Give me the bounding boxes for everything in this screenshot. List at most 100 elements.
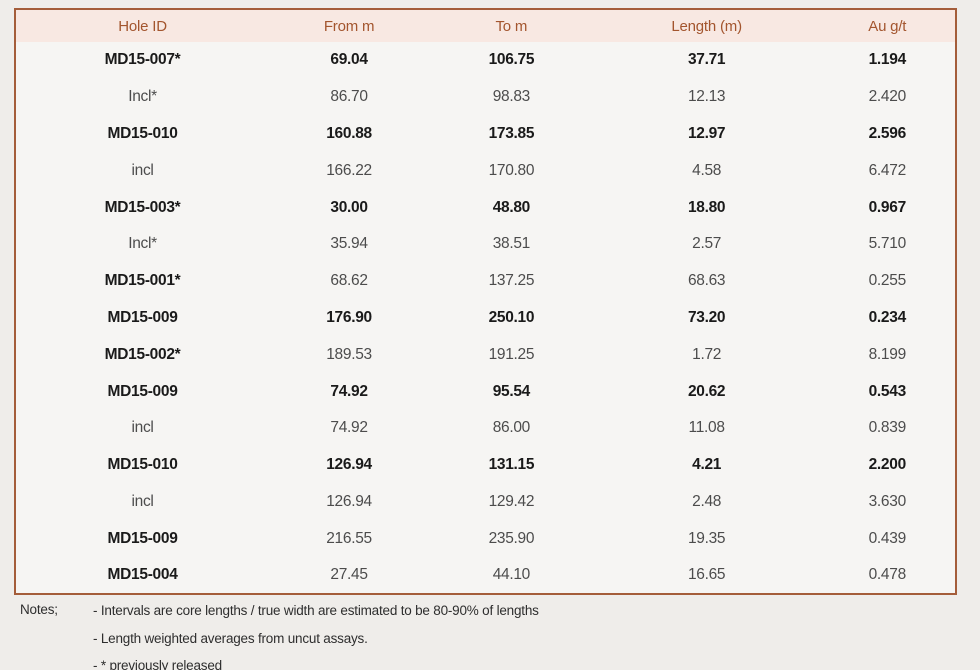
cell-from-m: 166.22 <box>326 161 372 179</box>
cell-hole-id: Incl* <box>128 88 157 106</box>
cell-to-m: 173.85 <box>488 124 535 142</box>
cell-length-m: 4.58 <box>692 161 722 179</box>
cell-to-m: 191.25 <box>488 345 535 363</box>
cell-hole-id: Incl* <box>128 235 157 253</box>
cell-hole-id: MD15-010 <box>107 456 178 474</box>
cell-hole-id: MD15-001* <box>104 272 181 290</box>
cell-to-m: 131.15 <box>488 456 535 474</box>
cell-to-m: 137.25 <box>488 272 535 290</box>
cell-to-m: 235.90 <box>488 529 535 547</box>
table-row: MD15-010 160.88 173.85 12.97 2.596 <box>15 116 956 153</box>
cell-hole-id: incl <box>131 161 154 179</box>
table-row: incl 126.94 129.42 2.48 3.630 <box>15 484 956 521</box>
cell-from-m: 160.88 <box>326 124 372 142</box>
cell-from-m: 35.94 <box>330 235 368 253</box>
column-header-au-gt: Au g/t <box>819 9 956 42</box>
cell-length-m: 20.62 <box>687 382 726 400</box>
cell-from-m: 74.92 <box>330 419 368 437</box>
cell-au-gt: 3.630 <box>868 492 907 510</box>
cell-hole-id: MD15-003* <box>104 198 181 216</box>
note-item: - Length weighted averages from uncut as… <box>93 630 368 646</box>
cell-au-gt: 2.596 <box>868 124 907 142</box>
cell-length-m: 73.20 <box>687 308 726 326</box>
cell-to-m: 44.10 <box>492 566 531 584</box>
notes-label: Notes; <box>20 602 58 617</box>
table-row: Incl* 86.70 98.83 12.13 2.420 <box>15 79 956 116</box>
cell-length-m: 16.65 <box>687 566 726 584</box>
cell-hole-id: incl <box>131 492 154 510</box>
cell-length-m: 2.57 <box>692 235 722 253</box>
cell-to-m: 48.80 <box>492 198 531 216</box>
cell-au-gt: 5.710 <box>868 235 907 253</box>
cell-from-m: 126.94 <box>326 492 372 510</box>
table-row: MD15-004 27.45 44.10 16.65 0.478 <box>15 557 956 594</box>
table-row: incl 74.92 86.00 11.08 0.839 <box>15 410 956 447</box>
column-header-length-m: Length (m) <box>593 9 820 42</box>
cell-to-m: 98.83 <box>492 88 531 106</box>
cell-from-m: 74.92 <box>330 382 368 400</box>
note-item: - Intervals are core lengths / true widt… <box>93 603 539 618</box>
cell-hole-id: incl <box>131 419 154 437</box>
cell-length-m: 37.71 <box>687 51 726 69</box>
notes-section: Notes; - Intervals are core lengths / tr… <box>20 602 539 670</box>
cell-length-m: 68.63 <box>687 272 726 290</box>
cell-au-gt: 0.543 <box>868 382 907 400</box>
cell-au-gt: 2.420 <box>868 88 907 106</box>
cell-au-gt: 1.194 <box>868 51 907 69</box>
header-row: Hole ID From m To m Length (m) Au g/t <box>15 9 956 42</box>
table-header: Hole ID From m To m Length (m) Au g/t <box>15 9 956 42</box>
assay-results-table: Hole ID From m To m Length (m) Au g/t MD… <box>14 8 957 595</box>
cell-from-m: 68.62 <box>330 272 368 290</box>
cell-length-m: 1.72 <box>692 345 722 363</box>
cell-to-m: 129.42 <box>488 492 535 510</box>
cell-au-gt: 0.839 <box>868 419 907 437</box>
table-row: MD15-007* 69.04 106.75 37.71 1.194 <box>15 42 956 79</box>
cell-au-gt: 0.234 <box>868 308 907 326</box>
cell-from-m: 216.55 <box>326 529 372 547</box>
cell-to-m: 250.10 <box>488 308 535 326</box>
cell-au-gt: 0.967 <box>868 198 907 216</box>
cell-au-gt: 0.478 <box>868 566 907 584</box>
table-row: MD15-009 74.92 95.54 20.62 0.543 <box>15 373 956 410</box>
cell-length-m: 2.48 <box>692 492 722 510</box>
cell-length-m: 12.97 <box>687 124 726 142</box>
cell-length-m: 11.08 <box>688 419 725 437</box>
cell-au-gt: 2.200 <box>868 456 907 474</box>
cell-au-gt: 0.255 <box>868 272 907 290</box>
table-row: Incl* 35.94 38.51 2.57 5.710 <box>15 226 956 263</box>
table-row: MD15-009 216.55 235.90 19.35 0.439 <box>15 520 956 557</box>
cell-hole-id: MD15-004 <box>107 566 178 584</box>
cell-from-m: 27.45 <box>330 566 368 584</box>
column-header-to-m: To m <box>429 9 594 42</box>
cell-from-m: 176.90 <box>326 308 372 326</box>
cell-from-m: 30.00 <box>330 198 368 216</box>
cell-from-m: 189.53 <box>326 345 372 363</box>
cell-from-m: 69.04 <box>330 51 368 69</box>
cell-to-m: 170.80 <box>488 161 535 179</box>
cell-au-gt: 6.472 <box>868 161 907 179</box>
cell-hole-id: MD15-009 <box>107 529 178 547</box>
column-header-hole-id: Hole ID <box>15 9 270 42</box>
table-row: MD15-009 176.90 250.10 73.20 0.234 <box>15 300 956 337</box>
table-row: MD15-001* 68.62 137.25 68.63 0.255 <box>15 263 956 300</box>
cell-length-m: 19.35 <box>687 529 726 547</box>
cell-hole-id: MD15-002* <box>104 345 181 363</box>
cell-to-m: 38.51 <box>492 235 531 253</box>
cell-from-m: 86.70 <box>330 88 368 106</box>
column-header-from-m: From m <box>269 9 430 42</box>
cell-length-m: 18.80 <box>687 198 726 216</box>
table-row: MD15-010 126.94 131.15 4.21 2.200 <box>15 447 956 484</box>
cell-hole-id: MD15-009 <box>107 382 178 400</box>
cell-au-gt: 8.199 <box>868 345 907 363</box>
cell-hole-id: MD15-007* <box>104 51 181 69</box>
cell-to-m: 95.54 <box>492 382 531 400</box>
table-row: incl 166.22 170.80 4.58 6.472 <box>15 152 956 189</box>
cell-length-m: 4.21 <box>692 456 722 474</box>
note-item: - * previously released <box>93 658 222 670</box>
notes-list: - Intervals are core lengths / true widt… <box>93 602 539 670</box>
table-body: MD15-007* 69.04 106.75 37.71 1.194 Incl*… <box>15 42 956 594</box>
cell-au-gt: 0.439 <box>868 529 907 547</box>
cell-length-m: 12.13 <box>687 88 726 106</box>
cell-to-m: 106.75 <box>488 51 535 69</box>
